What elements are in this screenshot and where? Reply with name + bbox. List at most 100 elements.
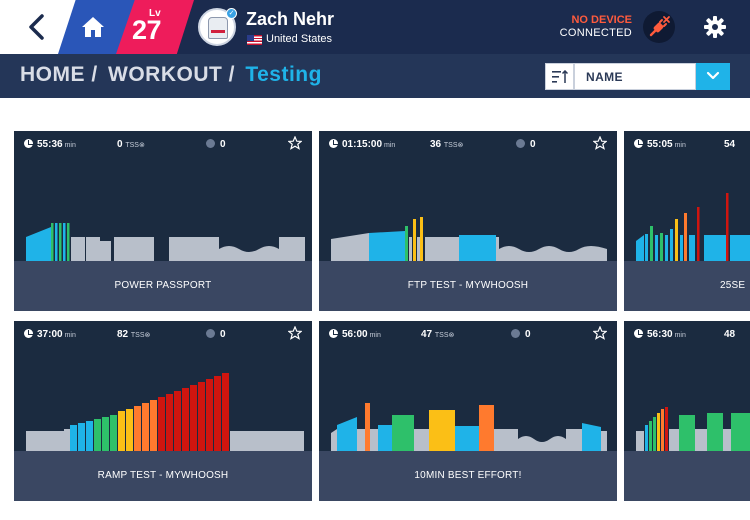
workout-duration: 01:15:00 min xyxy=(329,139,395,150)
workout-card[interactable]: 56:30 min 48 xyxy=(624,321,750,501)
tss-value: 47 xyxy=(421,329,433,340)
tss-value: 36 xyxy=(430,139,442,150)
clock-icon xyxy=(329,139,338,148)
workout-name xyxy=(624,451,750,501)
back-arrow-icon xyxy=(29,14,44,40)
workout-power-profile xyxy=(636,193,750,261)
duration-unit: min xyxy=(369,332,381,339)
workout-completions: 0 xyxy=(511,329,531,340)
breadcrumb-workout[interactable]: WORKOUT / xyxy=(108,63,235,86)
duration-unit: min xyxy=(674,142,686,149)
workout-power-profile xyxy=(26,373,304,451)
sort-dropdown-toggle[interactable] xyxy=(696,63,730,90)
workout-name: RAMP TEST - MYWHOOSH xyxy=(14,451,312,501)
duration-value: 01:15:00 xyxy=(342,139,383,150)
completions-value: 0 xyxy=(530,139,536,150)
duration-unit: min xyxy=(384,142,396,149)
user-name[interactable]: Zach Nehr xyxy=(246,9,335,29)
workout-duration: 37:00 min xyxy=(24,329,76,340)
duration-value: 56:30 xyxy=(647,329,673,340)
workout-duration: 55:05 min xyxy=(634,139,686,150)
workout-name: POWER PASSPORT xyxy=(14,261,312,311)
jersey-icon xyxy=(208,17,228,39)
tss-label: TSS xyxy=(443,142,458,149)
breadcrumb: HOME / WORKOUT / Testing xyxy=(20,63,326,87)
clock-icon xyxy=(329,329,338,338)
clock-icon xyxy=(24,139,33,148)
workout-completions: 0 xyxy=(206,139,226,150)
workout-card-body: 55:36 min 0 TSS⊗ 0 xyxy=(14,131,312,261)
tss-value: 54 xyxy=(724,139,736,150)
workout-duration: 55:36 min xyxy=(24,139,76,150)
workout-power-profile xyxy=(26,223,305,261)
breadcrumb-home[interactable]: HOME / xyxy=(20,63,98,86)
workout-power-profile xyxy=(636,407,750,451)
tss-label: TSS xyxy=(125,142,139,149)
level-value: 27 xyxy=(132,15,162,45)
workout-card-body: 56:00 min 47 TSS⊗ 0 xyxy=(319,321,617,451)
tss-info-icon: ⊗ xyxy=(138,142,145,149)
workout-tss: 82 TSS⊗ xyxy=(117,329,150,340)
workout-completions: 0 xyxy=(206,329,226,340)
workout-power-profile xyxy=(331,403,607,451)
device-status-line1: NO DEVICE xyxy=(571,14,632,26)
workout-card[interactable]: 55:36 min 0 TSS⊗ 0 POWER PASSPORT xyxy=(14,131,312,311)
workout-power-profile xyxy=(331,217,607,261)
workout-name: 25SE xyxy=(624,261,750,311)
duration-value: 56:00 xyxy=(342,329,368,340)
tss-value: 82 xyxy=(117,329,129,340)
completions-value: 0 xyxy=(220,329,226,340)
clock-icon xyxy=(634,329,643,338)
completed-check-icon xyxy=(511,329,520,338)
duration-value: 37:00 xyxy=(37,329,63,340)
workout-card-body: 01:15:00 min 36 TSS⊗ 0 xyxy=(319,131,617,261)
completions-value: 0 xyxy=(525,329,531,340)
duration-unit: min xyxy=(64,332,76,339)
workout-card[interactable]: 01:15:00 min 36 TSS⊗ 0 FTP TEST - MYWHOOS… xyxy=(319,131,617,311)
favorite-star-icon[interactable] xyxy=(288,326,302,340)
device-status-line2: CONNECTED xyxy=(559,27,632,39)
plug-disconnected-icon xyxy=(649,16,670,37)
workout-card[interactable]: 37:00 min 82 TSS⊗ 0 xyxy=(14,321,312,501)
favorite-star-icon[interactable] xyxy=(288,136,302,150)
workout-name: FTP TEST - MYWHOOSH xyxy=(319,261,617,311)
breadcrumb-current: Testing xyxy=(245,63,322,86)
favorite-star-icon[interactable] xyxy=(593,326,607,340)
home-icon xyxy=(82,17,104,37)
tss-label: TSS xyxy=(130,332,145,339)
top-bar: Lv 27 ✓ Zach Nehr United States NO DEVIC… xyxy=(0,0,750,54)
workout-tss: 48 xyxy=(724,329,735,340)
favorite-star-icon[interactable] xyxy=(593,136,607,150)
sort-icon xyxy=(552,70,568,83)
workout-duration: 56:30 min xyxy=(634,329,686,340)
workout-tss: 47 TSS⊗ xyxy=(421,329,454,340)
workout-tss: 0 TSS⊗ xyxy=(117,139,145,150)
completed-check-icon xyxy=(516,139,525,148)
completed-check-icon xyxy=(206,329,215,338)
workout-tss: 54 xyxy=(724,139,735,150)
workout-name: 10MIN BEST EFFORT! xyxy=(319,451,617,501)
user-country: United States xyxy=(266,33,333,45)
duration-value: 55:05 xyxy=(647,139,673,150)
workout-card[interactable]: 55:05 min 54 25SE xyxy=(624,131,750,311)
verified-icon: ✓ xyxy=(226,8,237,19)
chevron-down-icon xyxy=(706,71,720,80)
workout-tss: 36 TSS⊗ xyxy=(430,139,463,150)
completed-check-icon xyxy=(206,139,215,148)
device-status: NO DEVICE CONNECTED xyxy=(560,14,632,40)
level-label: Lv xyxy=(149,8,161,19)
avatar[interactable] xyxy=(198,8,236,46)
workout-card[interactable]: 56:00 min 47 TSS⊗ 0 10MIN BEST EFFORT! xyxy=(319,321,617,501)
duration-unit: min xyxy=(674,332,686,339)
tss-info-icon: ⊗ xyxy=(457,142,464,149)
workout-card-body: 37:00 min 82 TSS⊗ 0 xyxy=(14,321,312,451)
sort-order-button[interactable] xyxy=(545,63,574,90)
tss-value: 48 xyxy=(724,329,736,340)
tss-label: TSS xyxy=(434,332,449,339)
device-connect-button[interactable] xyxy=(643,11,675,43)
settings-gear-icon[interactable] xyxy=(701,13,729,41)
us-flag-icon xyxy=(247,35,262,45)
clock-icon xyxy=(634,139,643,148)
sort-select[interactable]: NAME xyxy=(574,63,696,90)
duration-value: 55:36 xyxy=(37,139,63,150)
